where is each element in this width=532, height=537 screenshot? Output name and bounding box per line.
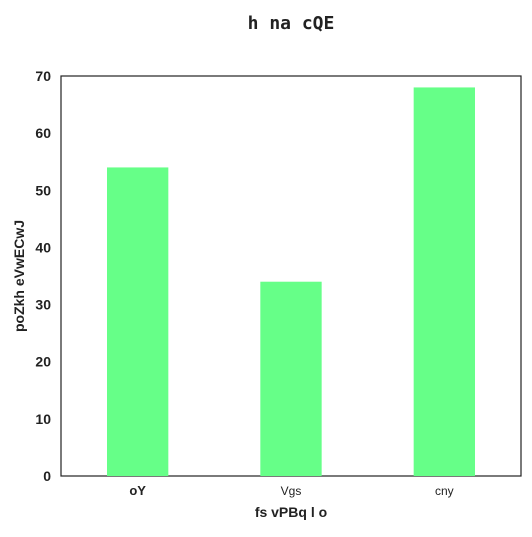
y-tick-label: 50 (35, 182, 51, 198)
bar-Vgs (260, 281, 322, 476)
x-tick-label: cny (435, 484, 454, 498)
chart-title: h na cQE (248, 13, 335, 34)
x-axis-label: fs vPBq l o (255, 504, 327, 520)
bars-group (107, 87, 475, 477)
y-tick-label: 60 (35, 125, 51, 141)
y-tick-label: 70 (35, 68, 51, 84)
y-axis-label: poZkh eVwECwJ (11, 220, 27, 332)
y-tick-label: 20 (35, 354, 51, 370)
x-tick-label: oY (129, 483, 146, 498)
bar-oY (107, 167, 169, 476)
y-tick-label: 40 (35, 239, 51, 255)
bar-cny (413, 87, 475, 477)
y-tick-label: 10 (35, 411, 51, 427)
y-tick-label: 0 (43, 468, 51, 484)
x-tick-label: Vgs (281, 484, 302, 498)
x-axis-ticks: oY Vgs cny (129, 483, 453, 498)
y-axis-ticks: 0 10 20 30 40 50 60 70 (35, 68, 51, 484)
y-tick-label: 30 (35, 297, 51, 313)
